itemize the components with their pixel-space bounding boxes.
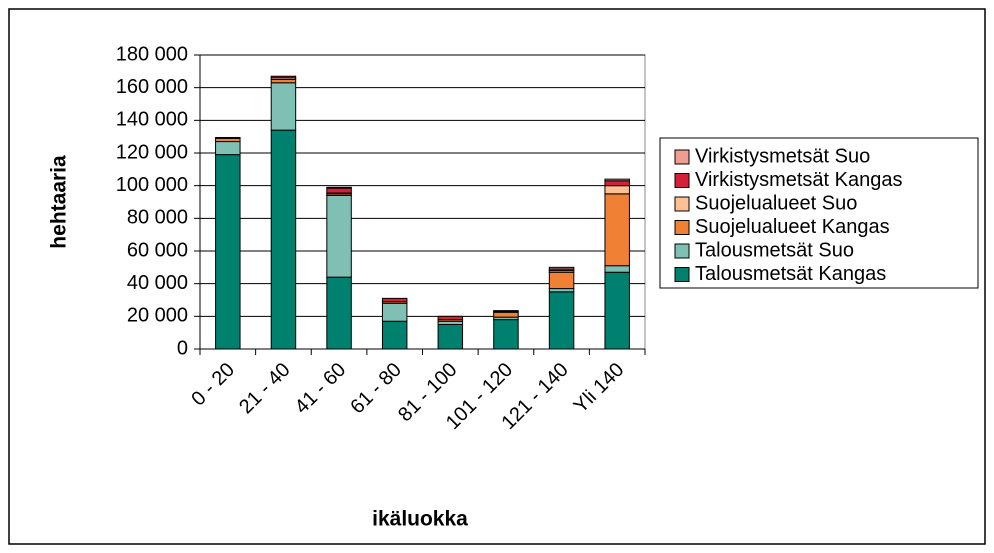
legend-swatch — [674, 243, 690, 259]
y-tick-label: 120 000 — [116, 141, 188, 163]
bar-segment — [548, 266, 575, 270]
legend-label: Talousmetsät Kangas — [695, 263, 886, 285]
bar-segment — [215, 136, 241, 139]
y-axis-label: hehtaaria — [48, 155, 71, 249]
legend-swatch — [674, 196, 690, 212]
y-tick-label: 60 000 — [127, 239, 188, 261]
legend-label: Virkistysmetsät Suo — [695, 145, 870, 167]
legend-swatch — [674, 173, 690, 188]
bar-segment — [326, 186, 352, 189]
bar-segment — [437, 315, 464, 321]
y-tick-label: 80 000 — [127, 207, 188, 229]
bar-segment — [326, 194, 352, 278]
y-tick-label: 20 000 — [127, 305, 188, 327]
bar-segment — [215, 154, 241, 350]
bar-segment — [493, 319, 519, 350]
legend — [659, 137, 979, 289]
bar-segment — [270, 75, 297, 79]
bar-segment — [548, 291, 575, 350]
bar-segment — [604, 178, 630, 182]
bar-segment — [548, 271, 575, 290]
legend-swatch — [674, 149, 690, 165]
y-tick-label: 140 000 — [116, 109, 188, 131]
bar-segment — [381, 302, 408, 322]
bar-segment — [493, 310, 519, 312]
y-tick-label: 160 000 — [116, 76, 188, 98]
bar-segment — [604, 271, 630, 350]
bar-segment — [437, 324, 464, 350]
legend-label: Virkistysmetsät Kangas — [695, 169, 903, 191]
bar-segment — [604, 185, 630, 195]
legend-label: Talousmetsät Suo — [695, 239, 854, 261]
bar-segment — [604, 265, 630, 273]
y-tick-label: 40 000 — [127, 272, 188, 294]
bar-segment — [604, 193, 630, 267]
bar-segment — [381, 297, 408, 303]
bar-segment — [270, 129, 297, 350]
bar-segment — [215, 141, 241, 156]
bar-segment — [270, 82, 297, 131]
y-tick-label: 0 — [177, 337, 188, 359]
bar-segment — [381, 320, 408, 350]
bar-segment — [493, 311, 519, 318]
bar-segment — [326, 187, 352, 194]
bar-segment — [326, 276, 352, 350]
bar-segment — [604, 180, 630, 187]
legend-label: Suojelualueet Kangas — [695, 216, 890, 238]
plot-area — [199, 54, 646, 350]
x-axis-label: ikäluokka — [372, 508, 468, 531]
legend-label: Suojelualueet Suo — [695, 192, 857, 214]
y-tick-label: 100 000 — [116, 174, 188, 196]
legend-swatch — [674, 220, 690, 235]
y-tick-label: 180 000 — [116, 43, 188, 65]
legend-swatch — [674, 267, 690, 282]
